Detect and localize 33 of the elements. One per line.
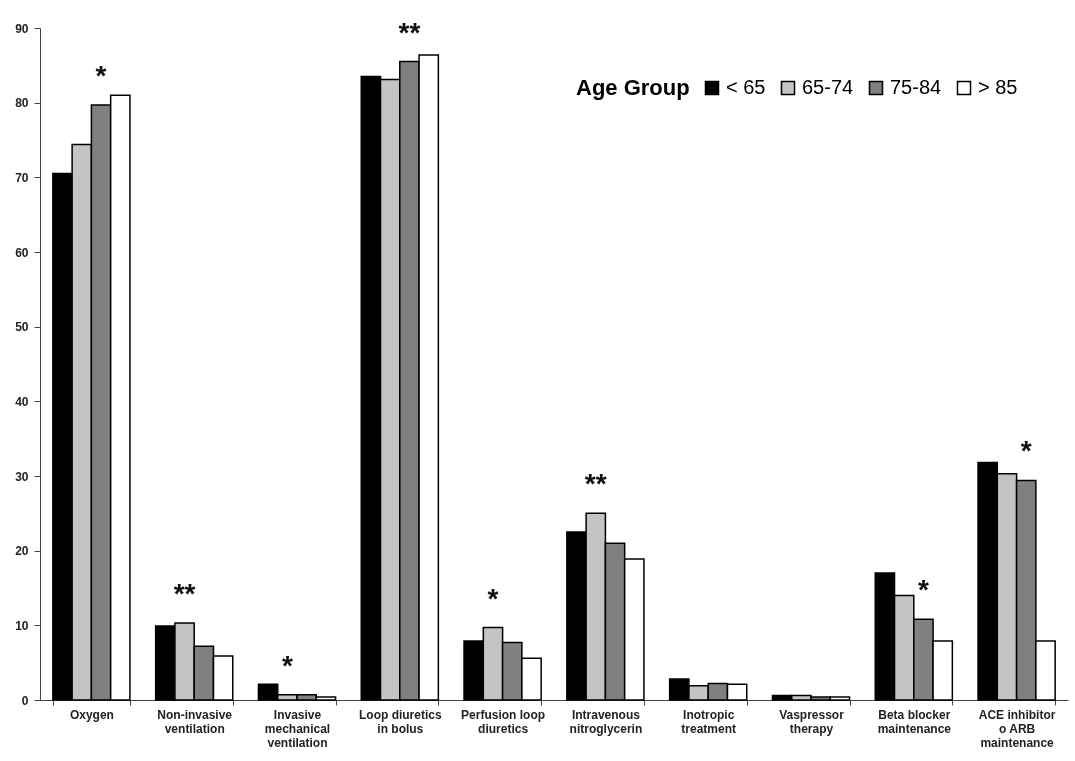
legend-label: > 85: [978, 76, 1018, 98]
annotation: *: [487, 582, 499, 614]
annotation: **: [173, 578, 196, 610]
y-tick-label: 30: [15, 469, 29, 484]
x-tick-label: ACE inhibitor o ARB maintenance: [978, 707, 1056, 750]
annotation: *: [281, 649, 293, 681]
y-tick-label: 70: [15, 170, 29, 185]
y-tick-label: 90: [15, 21, 29, 36]
y-tick-label: 60: [15, 245, 29, 260]
legend-title: Age Group: [576, 75, 690, 100]
y-tick-label: 20: [15, 544, 29, 559]
annotation: *: [95, 59, 107, 91]
y-tick-label: 50: [15, 320, 29, 335]
x-tick-label: Beta blocker maintenance: [877, 707, 952, 736]
x-tick-label: Loop diuretics in bolus: [358, 707, 442, 736]
annotation: *: [917, 574, 929, 606]
y-tick-label: 10: [15, 618, 29, 633]
y-tick-label: 80: [15, 96, 29, 111]
x-tick-label: Inotropic treatment: [681, 707, 737, 736]
x-tick-label: Oxygen: [69, 707, 114, 722]
x-tick-label: Perfusion loop diuretics: [461, 707, 546, 736]
x-tick-label: Vaspressor therapy: [779, 707, 845, 736]
annotation: **: [398, 16, 421, 48]
legend-label: 65-74: [802, 76, 854, 98]
x-tick-label: Non-invasive ventilation: [157, 707, 233, 736]
y-tick-label: 0: [21, 693, 29, 708]
x-tick-label: Intravenous nitroglycerin: [569, 707, 643, 736]
x-tick-label: Invasive mechanical ventilation: [264, 707, 331, 750]
y-tick-label: 40: [15, 394, 29, 409]
legend-label: 75-84: [890, 76, 942, 98]
annotation: *: [1020, 435, 1032, 467]
legend-label: < 65: [726, 76, 766, 98]
annotation: **: [584, 468, 607, 500]
